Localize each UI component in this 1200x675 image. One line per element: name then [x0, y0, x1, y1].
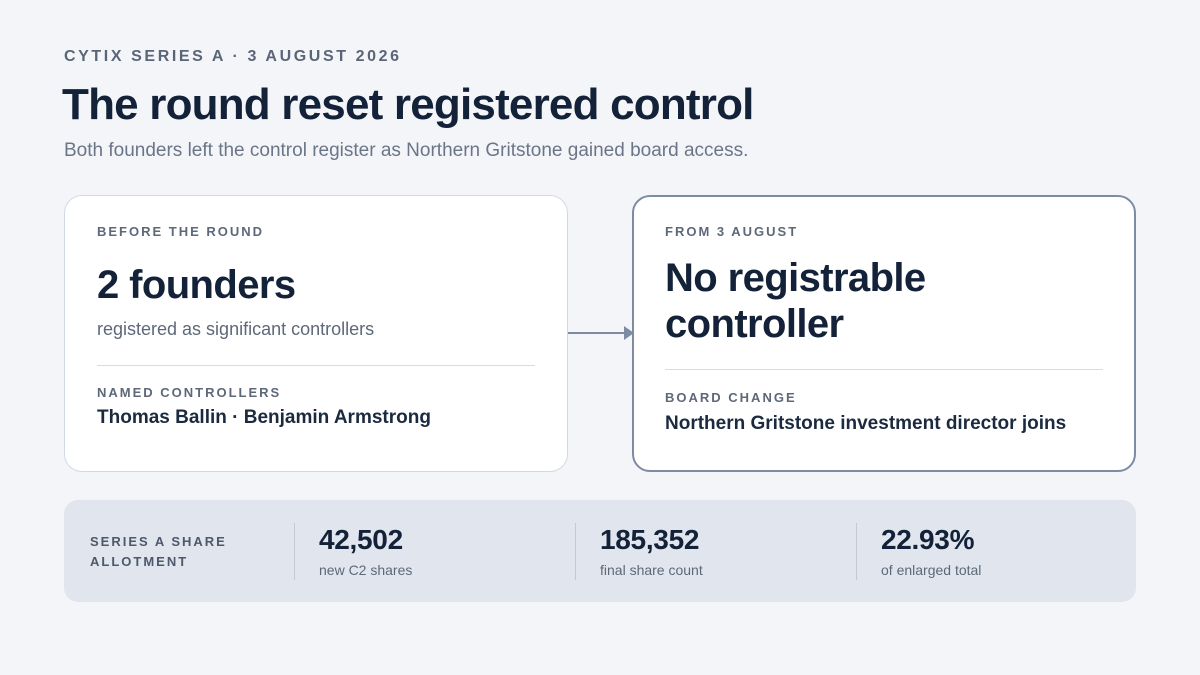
stat-caption: of enlarged total [881, 562, 982, 578]
before-round-card: BEFORE THE ROUND 2 founders registered a… [64, 195, 568, 472]
page-subtitle: Both founders left the control register … [64, 140, 749, 161]
stat-new-shares: 42,502 new C2 shares [294, 523, 412, 580]
named-controllers-label: NAMED CONTROLLERS [97, 385, 282, 400]
stat-caption: final share count [600, 562, 703, 578]
founders-count: 2 founders [97, 263, 296, 307]
share-allotment-panel: SERIES A SHARE ALLOTMENT 42,502 new C2 s… [64, 500, 1136, 602]
stat-caption: new C2 shares [319, 562, 413, 578]
before-round-label: BEFORE THE ROUND [97, 224, 265, 239]
stat-final-count: 185,352 final share count [575, 523, 703, 580]
board-change: Northern Gritstone investment director j… [665, 413, 1067, 434]
stat-value: 22.93% [881, 524, 975, 555]
eyebrow: CYTIX SERIES A · 3 AUGUST 2026 [64, 48, 402, 65]
share-allotment-label: SERIES A SHARE ALLOTMENT [90, 534, 227, 569]
stat-enlarged-total: 22.93% of enlarged total [856, 523, 981, 580]
page-title: The round reset registered control [62, 80, 754, 129]
named-controllers: Thomas Ballin · Benjamin Armstrong [97, 407, 431, 428]
board-change-label: BOARD CHANGE [665, 390, 797, 405]
founders-caption: registered as significant controllers [97, 319, 375, 339]
stat-value: 42,502 [319, 524, 403, 555]
transition-arrow-icon [568, 326, 634, 340]
stat-value: 185,352 [600, 524, 700, 555]
controller-status: No registrable controller [665, 256, 926, 346]
from-date-label: FROM 3 AUGUST [665, 224, 799, 239]
after-round-card: FROM 3 AUGUST No registrable controller … [632, 195, 1136, 472]
card-divider [665, 369, 1103, 370]
card-divider [97, 365, 535, 366]
